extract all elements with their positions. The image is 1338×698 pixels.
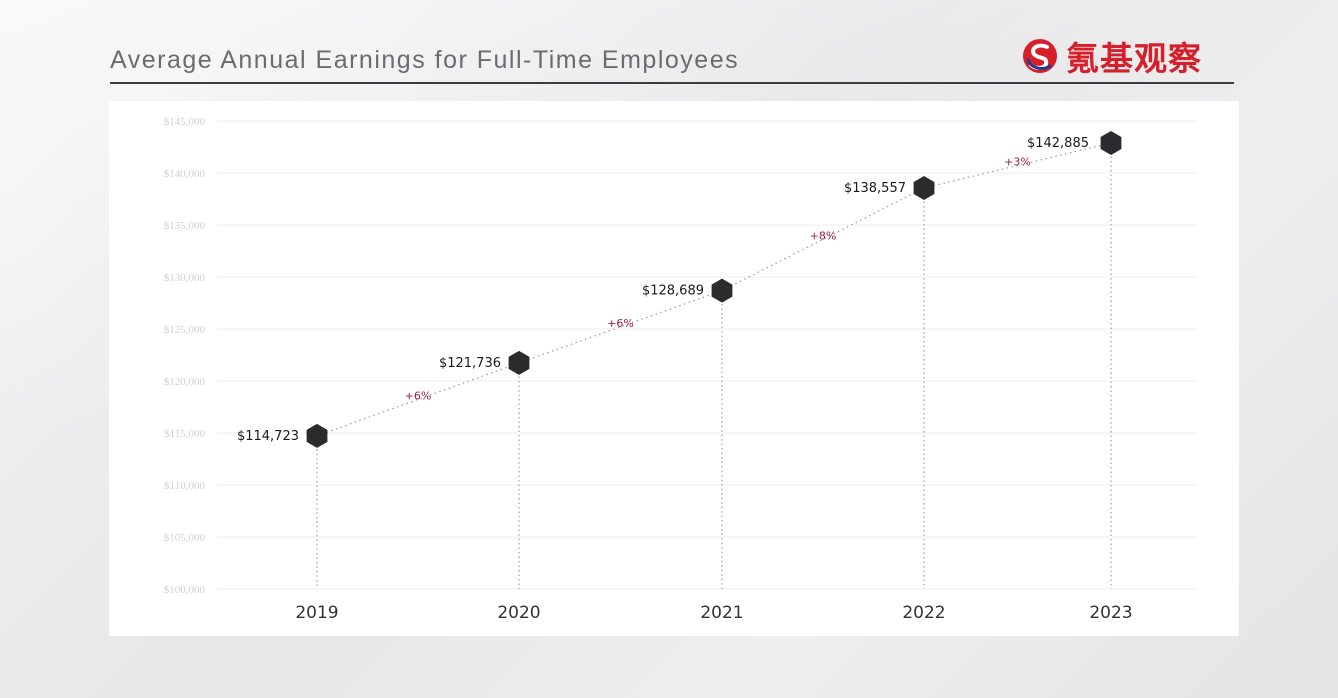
y-tick-label: $105,000 (164, 532, 206, 544)
drop-lines (316, 142, 1112, 589)
data-label: $121,736 (439, 356, 501, 371)
gridlines (217, 120, 1197, 590)
series-line (316, 142, 1112, 437)
y-axis-ticks: $100,000 $105,000 $110,000 $115,000 $120,000… (164, 116, 206, 596)
x-tick-label: 2019 (295, 603, 338, 623)
s-swirl-logo-icon (1023, 39, 1057, 73)
growth-label: +8% (810, 229, 837, 242)
chart-card (109, 101, 1239, 636)
series-segment (316, 362, 520, 437)
growth-label: +6% (405, 389, 432, 402)
data-labels: $114,723 $121,736 $128,689 $138,557 $142,885 (237, 136, 1089, 444)
series-segment (923, 142, 1112, 189)
x-axis-ticks: 2019 2020 2021 2022 2023 (295, 603, 1132, 623)
y-tick-label: $120,000 (164, 376, 206, 388)
data-point-marker (1100, 131, 1122, 155)
y-tick-label: $140,000 (164, 168, 206, 180)
growth-labels: +6% +6% +8% +3% (405, 156, 1031, 403)
y-tick-label: $130,000 (164, 272, 206, 284)
data-label: $138,557 (844, 181, 906, 196)
brand-logo: 氪基观察 (1020, 36, 1202, 78)
page-title: Average Annual Earnings for Full-Time Em… (110, 46, 740, 74)
y-tick-label: $145,000 (164, 116, 206, 128)
growth-label: +6% (607, 317, 634, 330)
data-points (306, 131, 1122, 448)
logo-text: 氪基观察 (1066, 39, 1202, 78)
data-label: $114,723 (237, 429, 299, 444)
x-tick-label: 2020 (497, 603, 540, 623)
y-tick-label: $100,000 (164, 584, 206, 596)
y-tick-label: $110,000 (164, 480, 205, 492)
x-tick-label: 2022 (902, 603, 945, 623)
data-label: $142,885 (1027, 136, 1089, 151)
y-tick-label: $115,000 (164, 428, 205, 440)
data-point-marker (711, 278, 733, 303)
series-segment (518, 290, 723, 364)
data-label: $128,689 (642, 284, 704, 299)
data-point-marker (508, 350, 530, 375)
y-tick-label: $125,000 (164, 324, 206, 336)
growth-label: +3% (1004, 156, 1031, 169)
x-tick-label: 2021 (700, 603, 743, 623)
line-chart: $100,000 $105,000 $110,000 $115,000 $120,000… (164, 116, 1197, 623)
data-point-marker (306, 423, 328, 448)
data-point-marker (913, 176, 935, 200)
x-tick-label: 2023 (1089, 603, 1132, 623)
title-divider (110, 82, 1234, 84)
y-tick-label: $135,000 (164, 220, 206, 232)
